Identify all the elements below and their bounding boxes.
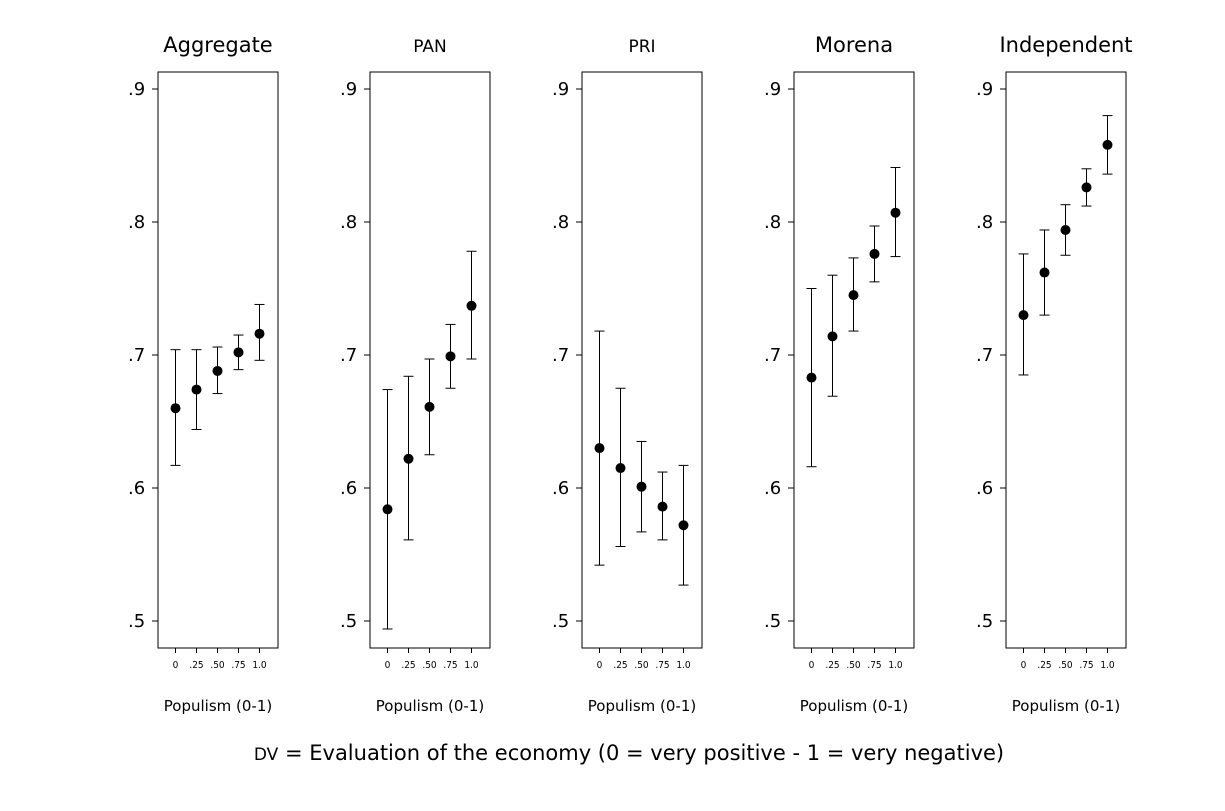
- panel-pan: PAN .5 .6 .7 .8 .9 0 .25 .50 .75 1.0 Populism (0-1): [340, 37, 491, 715]
- data-point: [233, 347, 244, 358]
- x-tick-label: 1.0: [1100, 660, 1115, 671]
- x-tick-label: 0: [809, 660, 815, 671]
- data-point: [1018, 310, 1029, 321]
- y-tick-label: .5: [764, 611, 781, 632]
- data-point: [382, 504, 393, 515]
- panel-morena: Morena .5 .6 .7 .8 .9 0 .25 .50 .75 1.0 Populism (0…: [764, 33, 915, 715]
- data-point: [890, 207, 901, 218]
- x-tick-label: .75: [1079, 660, 1093, 671]
- y-tick-label: .9: [764, 79, 781, 100]
- x-tick-label: .25: [1037, 660, 1051, 671]
- x-tick-label: .50: [422, 660, 437, 671]
- data-point: [827, 331, 838, 342]
- y-tick-label: .8: [340, 212, 357, 233]
- data-point: [403, 453, 414, 464]
- x-tick-label: .25: [401, 660, 415, 671]
- panel-title: Morena: [815, 33, 893, 57]
- x-axis-label: Populism (0-1): [588, 697, 696, 715]
- x-tick-label: .75: [655, 660, 669, 671]
- x-tick-label: .25: [825, 660, 839, 671]
- data-point: [254, 328, 265, 339]
- y-tick-label: .7: [764, 345, 781, 366]
- y-tick-label: .5: [552, 611, 569, 632]
- x-tick-label: 1.0: [888, 660, 903, 671]
- panel-title: Aggregate: [163, 33, 272, 57]
- data-point: [170, 403, 181, 414]
- x-tick-label: .75: [443, 660, 457, 671]
- y-tick-label: .6: [764, 478, 781, 499]
- data-point: [848, 290, 859, 301]
- y-tick-label: .8: [976, 212, 993, 233]
- y-tick-label: .8: [764, 212, 781, 233]
- y-tick-label: .7: [340, 345, 357, 366]
- y-tick-label: .5: [340, 611, 357, 632]
- x-axis-label: Populism (0-1): [376, 697, 484, 715]
- x-tick-label: 0: [173, 660, 179, 671]
- y-tick-label: .6: [128, 478, 145, 499]
- x-tick-label: .50: [210, 660, 225, 671]
- x-tick-label: 0: [1021, 660, 1027, 671]
- x-axis-label: Populism (0-1): [1012, 697, 1120, 715]
- data-point: [1102, 139, 1113, 150]
- x-tick-label: .25: [189, 660, 203, 671]
- x-axis-label: Populism (0-1): [164, 697, 272, 715]
- x-tick-label: .50: [846, 660, 861, 671]
- panel-title: PRI: [628, 37, 655, 57]
- x-tick-label: .75: [867, 660, 881, 671]
- y-tick-label: .9: [552, 79, 569, 100]
- data-point: [445, 351, 456, 362]
- panel-title: PAN: [413, 37, 447, 57]
- data-point: [212, 365, 223, 376]
- caption-text: = Evaluation of the economy (0 = very po…: [278, 741, 1004, 765]
- y-tick-label: .7: [128, 345, 145, 366]
- y-tick-label: .6: [552, 478, 569, 499]
- x-tick-label: 0: [597, 660, 603, 671]
- x-tick-label: .50: [634, 660, 649, 671]
- data-point: [636, 481, 647, 492]
- y-tick-label: .5: [128, 611, 145, 632]
- panel-title: Independent: [999, 33, 1132, 57]
- caption-prefix: DV: [254, 745, 279, 765]
- y-tick-label: .8: [128, 212, 145, 233]
- data-point: [1081, 182, 1092, 193]
- data-point: [615, 463, 626, 474]
- x-axis-label: Populism (0-1): [800, 697, 908, 715]
- figure-caption: DV = Evaluation of the economy (0 = very…: [254, 741, 1004, 765]
- data-point: [1039, 267, 1050, 278]
- x-tick-label: 1.0: [464, 660, 479, 671]
- data-point: [678, 520, 689, 531]
- x-tick-label: 1.0: [252, 660, 267, 671]
- panel-pri: PRI .5 .6 .7 .8 .9 0 .25 .50 .75 1.0 Populism (0-1): [552, 37, 703, 715]
- x-tick-label: .50: [1058, 660, 1073, 671]
- y-tick-label: .9: [128, 79, 145, 100]
- panel-aggregate: Aggregate .5 .6 .7 .8 .9 0 .25 .50 .75 1.0 Populism…: [128, 33, 279, 715]
- x-tick-label: 1.0: [676, 660, 691, 671]
- data-point: [424, 401, 435, 412]
- y-tick-label: .7: [976, 345, 993, 366]
- data-point: [806, 372, 817, 383]
- x-tick-label: 0: [385, 660, 391, 671]
- data-point: [466, 300, 477, 311]
- y-tick-label: .9: [340, 79, 357, 100]
- y-tick-label: .6: [340, 478, 357, 499]
- data-point: [1060, 224, 1071, 235]
- data-point: [594, 443, 605, 454]
- y-tick-label: .6: [976, 478, 993, 499]
- y-tick-label: .7: [552, 345, 569, 366]
- panel-independent: Independent .5 .6 .7 .8 .9 0 .25 .50 .75 1.0 Populi…: [976, 33, 1133, 715]
- y-tick-label: .9: [976, 79, 993, 100]
- y-tick-label: .5: [976, 611, 993, 632]
- data-point: [869, 248, 880, 259]
- x-tick-label: .25: [613, 660, 627, 671]
- data-point: [657, 501, 668, 512]
- panels: Aggregate.5.6.7.8.90.25.50.75 1.0Populism…: [128, 33, 1133, 715]
- data-point: [191, 384, 202, 395]
- x-tick-label: .75: [231, 660, 245, 671]
- y-tick-label: .8: [552, 212, 569, 233]
